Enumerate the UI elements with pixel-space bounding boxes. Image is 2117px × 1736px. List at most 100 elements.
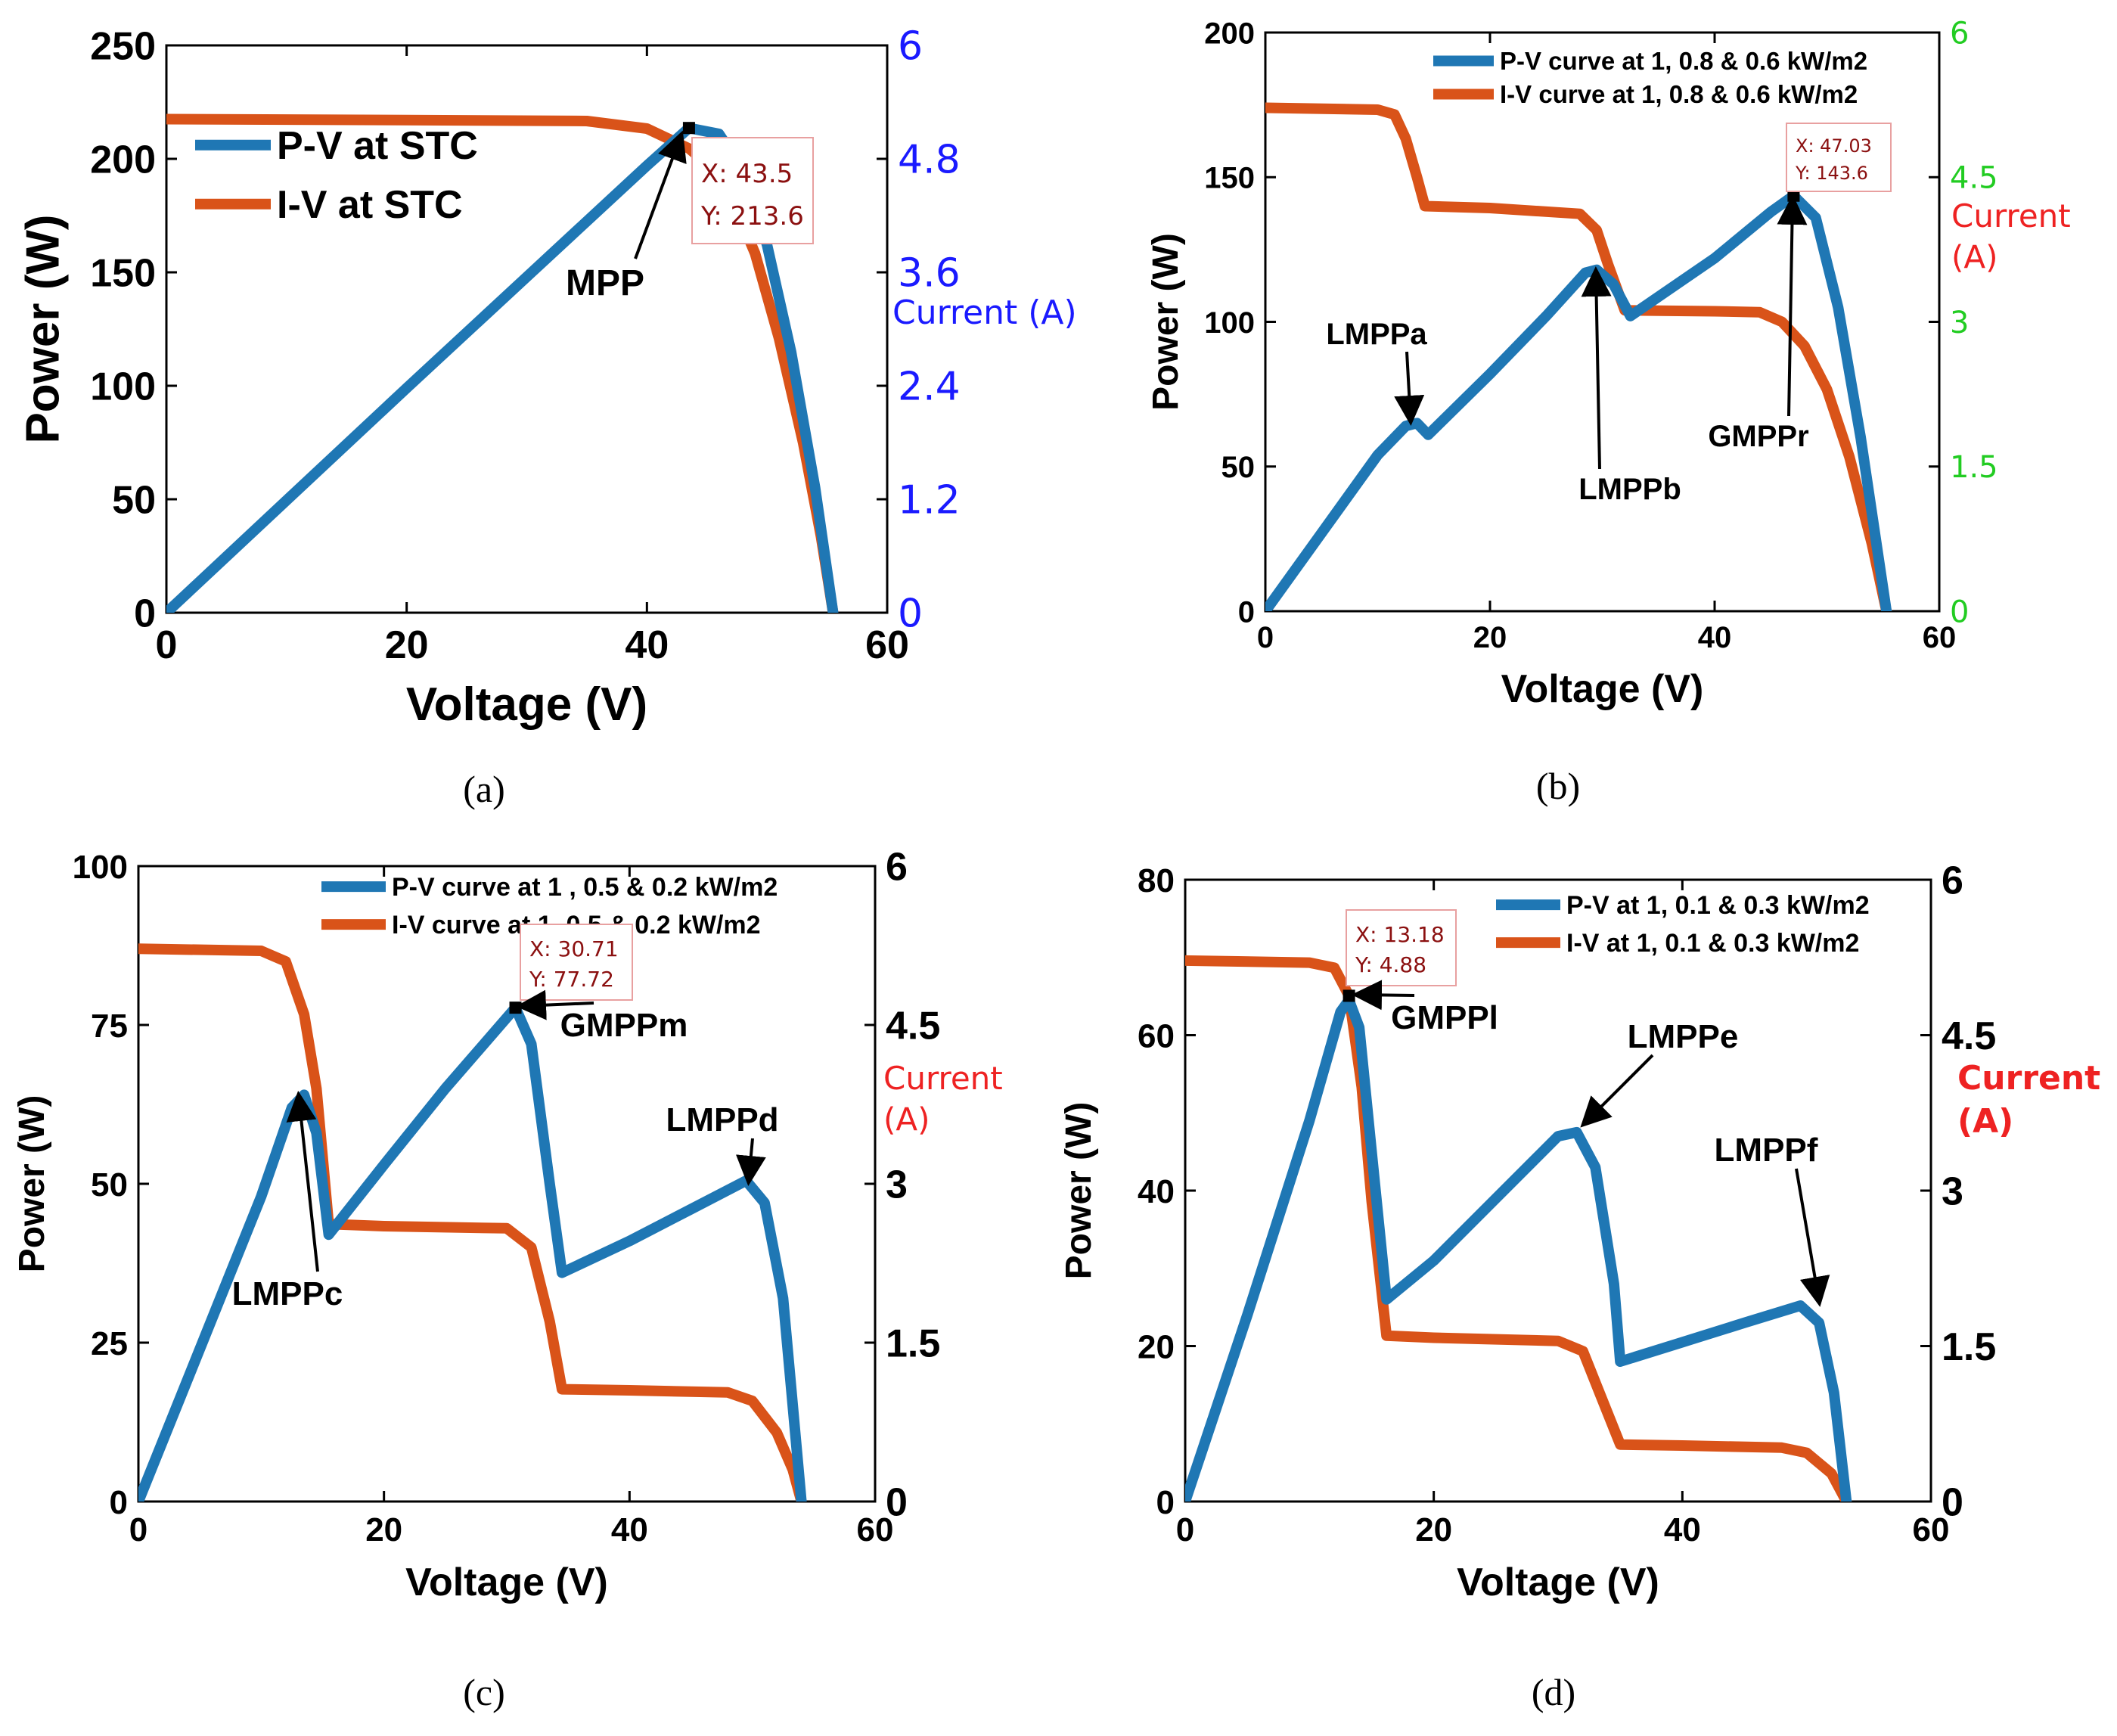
y2-axis-label-line: (A) bbox=[1957, 1102, 2013, 1141]
y-tick-label: 25 bbox=[91, 1325, 128, 1362]
y2-tick-label: 3 bbox=[886, 1163, 908, 1207]
y2-tick-label: 0 bbox=[1950, 595, 1969, 629]
x-tick-label: 20 bbox=[1473, 621, 1507, 654]
plot-area bbox=[138, 943, 807, 1502]
x-tick-label: 60 bbox=[857, 1511, 894, 1548]
datatip-y: Y: 4.88 bbox=[1355, 952, 1426, 977]
y-tick-label: 50 bbox=[1221, 451, 1256, 484]
y-tick-label: 20 bbox=[1138, 1328, 1175, 1365]
annotation-arrow bbox=[1795, 1168, 1830, 1307]
y2-tick-label: 4.5 bbox=[1942, 1014, 1996, 1058]
datatip-box bbox=[1346, 909, 1457, 986]
x-tick-label: 20 bbox=[365, 1511, 402, 1548]
y2-tick-label: 4.5 bbox=[886, 1005, 940, 1048]
subfigure-caption: (b) bbox=[1536, 765, 1580, 807]
x-tick-label: 60 bbox=[1913, 1511, 1950, 1548]
y2-axis-label: Current (A) bbox=[892, 293, 1077, 332]
datatip-marker bbox=[509, 1002, 522, 1014]
x-tick-label: 20 bbox=[385, 623, 429, 667]
iv-curve bbox=[1265, 102, 1892, 611]
plot-frame bbox=[165, 44, 889, 614]
y-axis-label: Power (W) bbox=[17, 214, 70, 443]
datatip-y: Y: 143.6 bbox=[1795, 163, 1868, 184]
plot-frame bbox=[1184, 878, 1932, 1503]
iv-curve bbox=[138, 943, 807, 1502]
y2-tick-label: 0 bbox=[898, 592, 923, 637]
legend: P-V at 1, 0.1 & 0.3 kW/m2 I-V at 1, 0.1 &… bbox=[1496, 891, 1870, 958]
x-tick-label: 60 bbox=[1923, 621, 1957, 654]
y-tick-label: 50 bbox=[112, 479, 156, 523]
chart-a: 0 20 40 6005010015020025001.22.43.64.86Volt… bbox=[17, 24, 1077, 810]
datatip-x: X: 30.71 bbox=[529, 936, 619, 961]
annotation-label: GMPPr bbox=[1708, 420, 1808, 453]
y-tick-label: 40 bbox=[1138, 1173, 1175, 1210]
y2-tick-label: 2.4 bbox=[898, 365, 961, 410]
annotation-label: LMPPc bbox=[232, 1275, 343, 1312]
y-tick-label: 0 bbox=[110, 1484, 128, 1521]
legend-label-pv: P-V at STC bbox=[277, 124, 478, 168]
subfigure-caption: (c) bbox=[463, 1671, 505, 1713]
x-axis-label: Voltage (V) bbox=[406, 679, 647, 731]
annotation-arrow bbox=[634, 130, 687, 259]
x-tick-label: 0 bbox=[129, 1511, 147, 1548]
datatip-y: Y: 77.72 bbox=[529, 967, 614, 992]
y2-tick-label: 1.5 bbox=[1942, 1325, 1996, 1369]
annotation-label: MPP bbox=[566, 263, 644, 303]
pv-curve bbox=[1265, 190, 1892, 611]
y-tick-label: 100 bbox=[1204, 306, 1255, 340]
datatip-y: Y: 213.6 bbox=[700, 201, 804, 231]
y-tick-label: 50 bbox=[91, 1166, 128, 1203]
y-axis-label: Power (W) bbox=[1146, 233, 1186, 411]
y2-axis-label-line: (A) bbox=[1951, 239, 1998, 276]
annotation-arrow bbox=[1581, 266, 1612, 470]
y2-axis-label: Current (A) bbox=[1957, 1059, 2100, 1141]
subfigure-caption: (d) bbox=[1532, 1671, 1575, 1713]
y-axis-label: Power (W) bbox=[12, 1095, 52, 1273]
plot-area bbox=[1185, 955, 1852, 1502]
datatip-marker bbox=[682, 122, 695, 135]
x-tick-label: 20 bbox=[1415, 1511, 1452, 1548]
y2-axis-label-line: Current (A) bbox=[892, 293, 1077, 332]
y2-tick-label: 3 bbox=[1950, 306, 1969, 340]
x-tick-label: 0 bbox=[156, 623, 178, 667]
y-tick-label: 75 bbox=[91, 1008, 128, 1045]
datatip-x: X: 43.5 bbox=[701, 159, 793, 189]
y-tick-label: 80 bbox=[1138, 862, 1175, 899]
y-tick-label: 0 bbox=[1156, 1484, 1175, 1521]
y-tick-label: 100 bbox=[73, 849, 128, 886]
y-tick-label: 150 bbox=[90, 252, 156, 296]
iv-curve bbox=[1185, 955, 1852, 1502]
annotation-label: LMPPf bbox=[1715, 1132, 1818, 1169]
y2-tick-label: 6 bbox=[886, 846, 908, 890]
datatip-box bbox=[520, 924, 633, 1001]
legend: P-V curve at 1, 0.8 & 0.6 kW/m2 I-V curve… bbox=[1433, 47, 1867, 108]
datatip-marker bbox=[1343, 989, 1355, 1002]
annotation-label: LMPPd bbox=[666, 1101, 778, 1138]
y-axis-label: Power (W) bbox=[1059, 1102, 1099, 1280]
x-tick-label: 40 bbox=[1698, 621, 1732, 654]
x-tick-label: 40 bbox=[611, 1511, 648, 1548]
y2-tick-label: 1.2 bbox=[898, 478, 961, 523]
annotation-label: LMPPb bbox=[1578, 473, 1681, 506]
pv-curve bbox=[1185, 995, 1852, 1502]
annotation-label: GMPPm bbox=[560, 1007, 688, 1044]
datatip-x: X: 47.03 bbox=[1796, 135, 1872, 157]
y2-axis-label-line: Current bbox=[1957, 1059, 2100, 1098]
y2-tick-label: 3 bbox=[1942, 1170, 1963, 1214]
x-tick-label: 0 bbox=[1176, 1511, 1194, 1548]
y-tick-label: 60 bbox=[1138, 1017, 1175, 1054]
y-tick-label: 150 bbox=[1204, 162, 1255, 195]
y2-tick-label: 6 bbox=[898, 24, 923, 70]
legend: P-V at STC I-V at STC bbox=[195, 124, 478, 227]
y-tick-label: 250 bbox=[90, 25, 156, 69]
y-tick-label: 0 bbox=[134, 592, 156, 636]
x-axis-label: Voltage (V) bbox=[1457, 1561, 1659, 1604]
pv-curve bbox=[166, 123, 839, 613]
annotation-arrow bbox=[286, 1091, 319, 1272]
x-tick-label: 0 bbox=[1257, 621, 1274, 654]
y2-axis-label: Current (A) bbox=[1951, 197, 2071, 276]
annotation-arrow bbox=[735, 1138, 766, 1186]
y-tick-label: 200 bbox=[90, 138, 156, 182]
